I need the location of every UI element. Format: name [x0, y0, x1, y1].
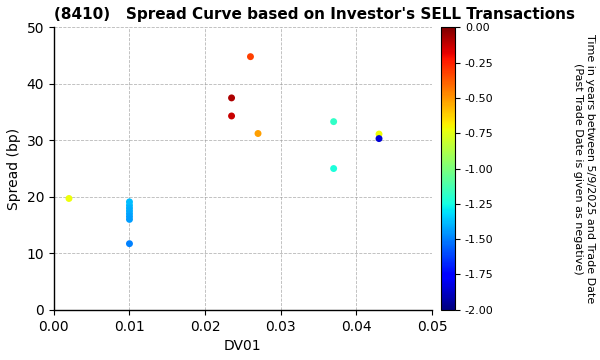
- Point: [125, 214, 134, 220]
- Point: [245, 54, 255, 59]
- Point: [64, 195, 74, 201]
- Point: [374, 131, 384, 137]
- Point: [125, 241, 134, 247]
- Point: [125, 205, 134, 211]
- Point: [253, 131, 263, 136]
- Point: [329, 119, 338, 125]
- Y-axis label: Time in years between 5/9/2025 and Trade Date
(Past Trade Date is given as negat: Time in years between 5/9/2025 and Trade…: [573, 34, 595, 303]
- Text: (8410)   Spread Curve based on Investor's SELL Transactions: (8410) Spread Curve based on Investor's …: [54, 7, 575, 22]
- Point: [227, 95, 236, 101]
- Point: [227, 113, 236, 119]
- Point: [125, 208, 134, 214]
- Point: [125, 211, 134, 217]
- Y-axis label: Spread (bp): Spread (bp): [7, 127, 21, 210]
- Point: [374, 136, 384, 141]
- Point: [125, 216, 134, 222]
- Point: [125, 202, 134, 208]
- Point: [125, 199, 134, 205]
- Point: [329, 166, 338, 171]
- X-axis label: DV01: DV01: [224, 339, 262, 353]
